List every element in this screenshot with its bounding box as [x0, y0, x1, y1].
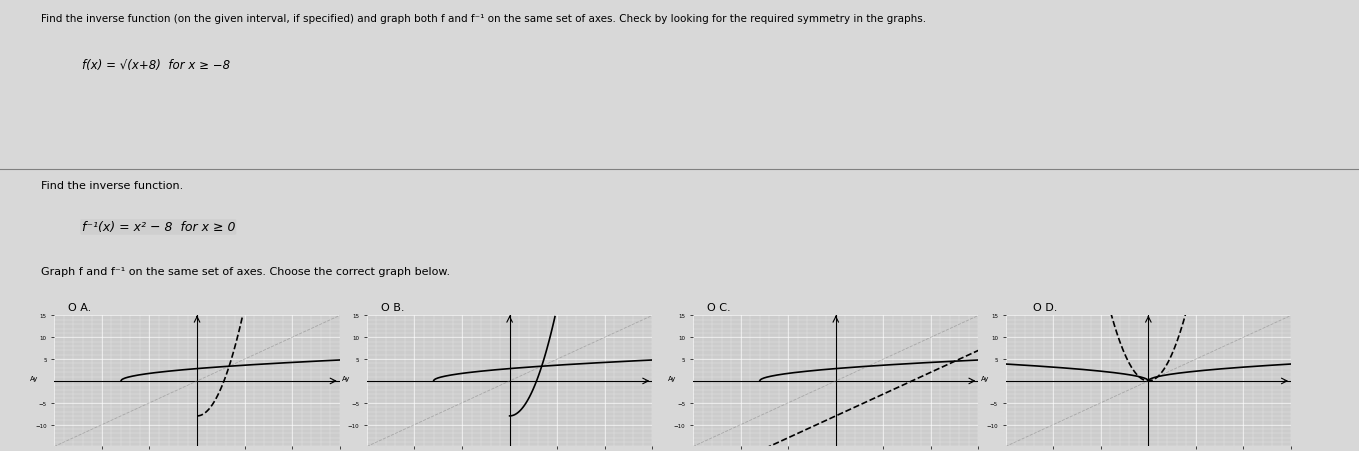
Y-axis label: Ay: Ay [30, 375, 38, 381]
Text: f⁻¹(x) = x² − 8  for x ≥ 0: f⁻¹(x) = x² − 8 for x ≥ 0 [82, 221, 235, 234]
Y-axis label: Ay: Ay [669, 375, 677, 381]
Y-axis label: Ay: Ay [981, 375, 989, 381]
Text: Graph f and f⁻¹ on the same set of axes. Choose the correct graph below.: Graph f and f⁻¹ on the same set of axes.… [41, 266, 450, 276]
Y-axis label: Ay: Ay [342, 375, 351, 381]
Text: O D.: O D. [1033, 302, 1057, 312]
Text: O B.: O B. [381, 302, 404, 312]
Text: Find the inverse function.: Find the inverse function. [41, 180, 183, 190]
Text: O C.: O C. [707, 302, 730, 312]
Text: f(x) = √(x+8)  for x ≥ −8: f(x) = √(x+8) for x ≥ −8 [82, 59, 230, 72]
Text: O A.: O A. [68, 302, 91, 312]
Text: Find the inverse function (on the given interval, if specified) and graph both f: Find the inverse function (on the given … [41, 14, 925, 23]
